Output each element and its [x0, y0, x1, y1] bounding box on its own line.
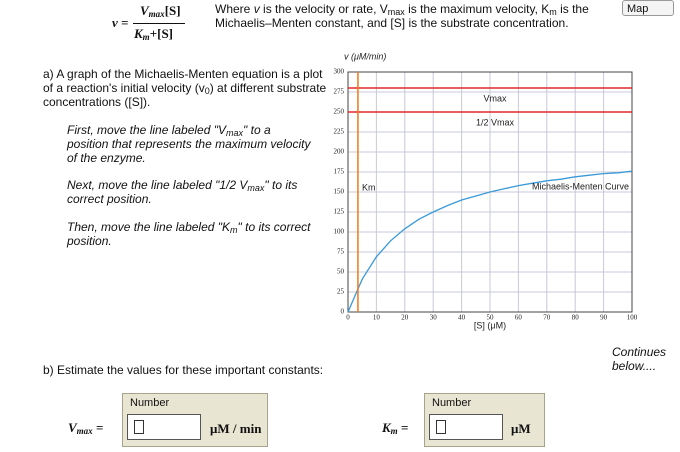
x-tick-label: 70 [543, 314, 551, 322]
y-tick-label: 25 [337, 288, 345, 296]
field-label: Number [432, 397, 472, 409]
km-input[interactable] [429, 414, 503, 440]
y-tick-label: 175 [334, 168, 345, 176]
y-tick-label: 200 [334, 148, 345, 156]
step-3: Then, move the line labeled "Km" to its … [67, 220, 311, 248]
map-button[interactable]: Map [622, 0, 674, 16]
y-tick-label: 225 [334, 128, 345, 136]
intro-text: Where v is the velocity or rate, Vmax is… [215, 2, 589, 30]
x-tick-label: 40 [458, 314, 466, 322]
part-a-text: a) A graph of the Michaelis-Menten equat… [43, 67, 327, 109]
continues-note: Continues below.... [612, 345, 667, 373]
curve-label: Michaelis-Menten Curve [532, 182, 629, 192]
x-tick-label: 0 [346, 314, 350, 322]
guide-label[interactable]: Km [362, 182, 376, 192]
y-tick-label: 275 [334, 88, 345, 96]
x-axis-label: [S] (μM) [474, 320, 506, 330]
x-tick-label: 50 [487, 314, 495, 322]
x-tick-label: 90 [600, 314, 608, 322]
curve [347, 170, 633, 313]
chart: 0 25 50 75 100 125 150 175 200 225 250 275 300 0 10 20 3… [334, 51, 638, 330]
y-axis-label: v (μM/min) [344, 51, 386, 61]
x-tick-label: 30 [430, 314, 438, 322]
formula-numerator: Vmax[S] [140, 3, 181, 19]
x-tick-label: 100 [627, 314, 638, 322]
x-tick-label: 60 [515, 314, 523, 322]
formula-denominator: Km+[S] [134, 26, 173, 42]
km-symbol: Km = [382, 420, 409, 436]
unit: μM [511, 421, 531, 436]
y-tick-label: 125 [334, 208, 345, 216]
vmax-input-box: Number μM / min [122, 393, 268, 447]
y-tick-label: 75 [337, 248, 345, 256]
y-tick-label: 250 [334, 108, 345, 116]
km-input-box: Number μM [424, 393, 545, 447]
y-tick-label: 100 [334, 228, 345, 236]
x-tick-label: 80 [572, 314, 580, 322]
part-b-prompt: b) Estimate the values for these importa… [43, 363, 324, 377]
unit: μM / min [210, 421, 262, 436]
y-tick-label: 0 [341, 308, 345, 316]
guide-label[interactable]: 1/2 Vmax [476, 117, 515, 127]
y-tick-label: 300 [334, 68, 345, 76]
field-label: Number [130, 397, 170, 409]
vmax-symbol: Vmax = [68, 420, 104, 436]
y-tick-label: 150 [334, 188, 345, 196]
plot-border [347, 71, 633, 313]
step-1: First, move the line labeled "Vmax" to a… [67, 123, 311, 165]
guide-label[interactable]: Vmax [483, 93, 507, 103]
x-tick-label: 10 [373, 314, 381, 322]
step-2: Next, move the line labeled "1/2 Vmax" t… [67, 178, 298, 206]
vmax-input[interactable] [127, 414, 201, 440]
y-tick-label: 50 [337, 268, 345, 276]
fraction-bar [133, 23, 185, 24]
x-tick-label: 20 [401, 314, 409, 322]
formula-lhs: v = [112, 15, 129, 30]
